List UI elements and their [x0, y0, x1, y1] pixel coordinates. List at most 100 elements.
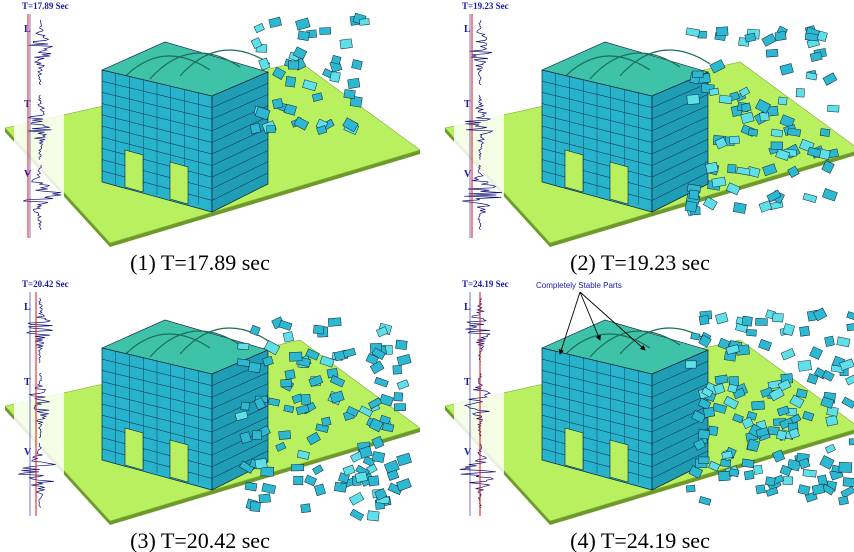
block	[699, 315, 709, 325]
block	[397, 453, 412, 466]
block	[822, 188, 837, 201]
block	[741, 103, 751, 112]
building	[542, 42, 710, 212]
block	[359, 19, 369, 26]
block	[742, 316, 752, 326]
door-opening	[610, 162, 628, 204]
block	[733, 202, 746, 213]
block	[748, 129, 757, 137]
door-opening	[610, 440, 628, 482]
caption: (1) T=17.89 sec	[130, 250, 270, 275]
block	[762, 33, 776, 46]
block	[393, 365, 402, 374]
component-label: V	[24, 447, 32, 458]
block	[395, 340, 407, 350]
block	[827, 406, 839, 416]
block	[773, 313, 784, 322]
block	[312, 465, 323, 475]
block	[798, 360, 812, 371]
block	[279, 431, 291, 440]
block	[799, 326, 809, 336]
block	[719, 95, 732, 104]
block	[729, 136, 739, 144]
seismogram: LTV	[454, 290, 504, 518]
block	[810, 52, 822, 62]
block	[716, 27, 728, 36]
block	[775, 31, 786, 41]
block	[847, 323, 854, 331]
figure: LTVT=17.89 Sec(1) T=17.89 secLTVT=19.23 …	[0, 0, 854, 552]
block	[255, 458, 268, 469]
block	[686, 361, 697, 368]
block	[288, 61, 299, 69]
block	[729, 469, 739, 477]
block	[771, 142, 783, 149]
component-label: T	[24, 377, 31, 388]
block	[321, 417, 331, 426]
block	[825, 444, 835, 453]
door-opening	[170, 440, 188, 482]
component-label: L	[464, 302, 471, 313]
block	[849, 439, 854, 445]
block	[320, 28, 331, 35]
building	[542, 320, 710, 490]
block	[781, 348, 795, 360]
block	[237, 359, 250, 367]
block	[394, 393, 403, 402]
block	[262, 483, 276, 494]
block	[295, 18, 310, 30]
block	[699, 496, 711, 505]
block	[809, 347, 822, 360]
block	[823, 73, 837, 86]
block	[843, 478, 854, 487]
block	[727, 164, 736, 173]
block	[394, 404, 405, 411]
seismogram: LTV	[454, 12, 504, 240]
block	[248, 362, 260, 373]
block	[759, 339, 772, 350]
block	[294, 476, 303, 485]
component-label: T	[464, 99, 471, 110]
block	[847, 312, 854, 321]
block	[837, 337, 850, 347]
block	[766, 49, 778, 57]
block	[780, 63, 794, 75]
seismogram: LTV	[14, 290, 64, 518]
block	[820, 128, 830, 136]
block	[291, 464, 304, 471]
block	[759, 201, 772, 213]
block	[765, 477, 775, 486]
block	[825, 336, 835, 346]
block	[718, 471, 730, 481]
block	[826, 415, 838, 426]
block	[709, 88, 719, 96]
block	[842, 397, 854, 409]
block	[686, 485, 695, 492]
door-opening	[170, 162, 188, 204]
block	[289, 352, 302, 361]
block	[745, 33, 756, 42]
block	[812, 484, 825, 495]
block	[397, 380, 409, 390]
seismogram-bg	[14, 290, 64, 518]
block	[756, 485, 766, 494]
block	[350, 509, 364, 520]
door-opening	[565, 150, 583, 192]
block	[805, 33, 818, 41]
block	[839, 462, 852, 472]
seismogram-bg	[14, 12, 64, 240]
block	[686, 28, 700, 37]
block	[396, 478, 411, 491]
block	[783, 477, 793, 485]
annotation: Completely Stable Parts	[536, 281, 622, 290]
block	[778, 97, 787, 105]
block	[298, 31, 310, 41]
block	[747, 329, 757, 336]
component-label: V	[464, 169, 472, 180]
block	[752, 401, 765, 410]
block	[349, 492, 364, 505]
block	[838, 496, 848, 505]
block	[766, 487, 778, 496]
door-opening	[125, 428, 143, 470]
